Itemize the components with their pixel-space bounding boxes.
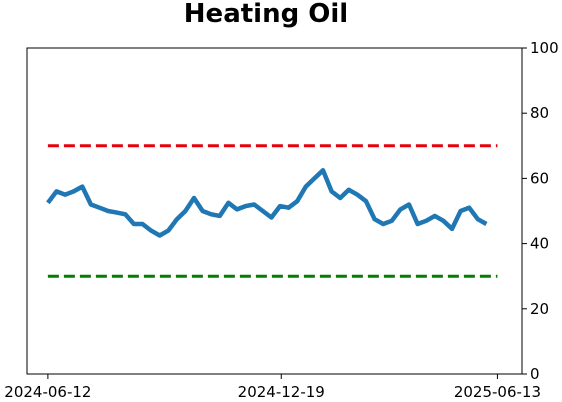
y-tick-label: 80: [530, 104, 549, 122]
y-tick-label: 40: [530, 235, 549, 253]
x-tick-label: 2025-06-13: [454, 383, 541, 401]
x-tick-label: 2024-12-19: [238, 383, 325, 401]
y-tick-label: 100: [530, 39, 559, 57]
chart-title: Heating Oil: [184, 0, 348, 29]
plot-frame: [26, 47, 523, 375]
x-tick-label: 2024-06-12: [4, 383, 91, 401]
y-tick-label: 0: [530, 365, 540, 383]
data-line: [46, 168, 488, 238]
y-tick-label: 20: [530, 300, 549, 318]
y-tick-label: 60: [530, 169, 549, 187]
